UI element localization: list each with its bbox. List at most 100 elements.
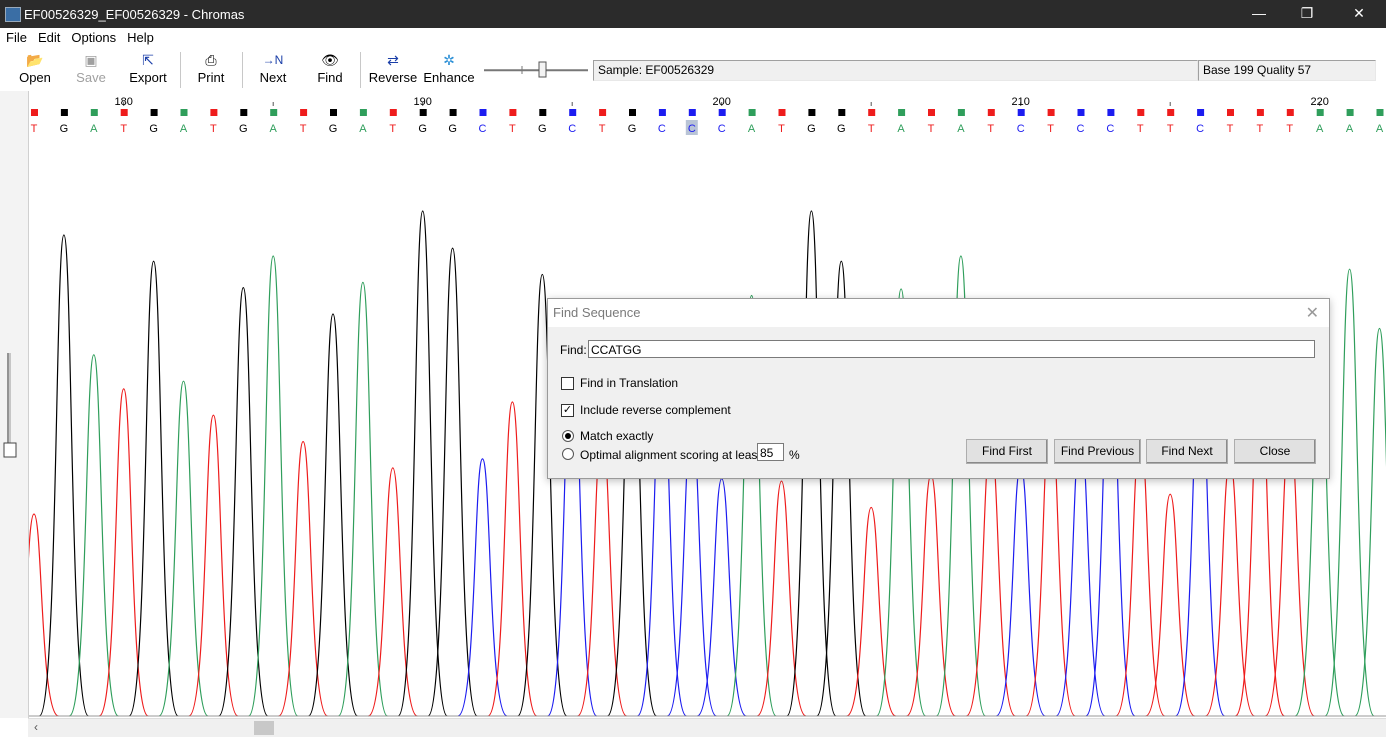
quality-square bbox=[419, 109, 427, 116]
base-call-letter[interactable]: C bbox=[1017, 123, 1025, 135]
base-call-letter[interactable]: C bbox=[688, 123, 696, 135]
find-in-translation-checkbox[interactable] bbox=[561, 377, 574, 390]
base-call-letter[interactable]: G bbox=[418, 123, 427, 135]
enhance-button[interactable]: ✲ Enhance bbox=[423, 52, 475, 85]
quality-square bbox=[60, 109, 68, 116]
base-call-letter[interactable]: C bbox=[1077, 123, 1085, 135]
base-call-letter[interactable]: G bbox=[538, 123, 547, 135]
reverse-button[interactable]: ⇄ Reverse bbox=[366, 50, 420, 90]
base-call-letter[interactable]: G bbox=[239, 123, 248, 135]
minimize-button[interactable]: — bbox=[1252, 5, 1266, 21]
base-call-letter[interactable]: G bbox=[329, 123, 338, 135]
restore-button[interactable]: ❐ bbox=[1300, 5, 1314, 21]
base-call-letter[interactable]: G bbox=[807, 123, 816, 135]
match-exactly-label[interactable]: Match exactly bbox=[580, 429, 654, 443]
trace-peak bbox=[756, 480, 807, 717]
menu-help[interactable]: Help bbox=[127, 30, 154, 45]
dialog-title: Find Sequence bbox=[553, 305, 641, 320]
toolbar-separator bbox=[360, 52, 361, 88]
base-call-letter[interactable]: T bbox=[1286, 123, 1293, 135]
base-call-letter[interactable]: A bbox=[90, 123, 98, 135]
base-call-letter[interactable]: C bbox=[658, 123, 666, 135]
base-call-letter[interactable]: T bbox=[868, 123, 875, 135]
optimal-alignment-label[interactable]: Optimal alignment scoring at least bbox=[580, 448, 761, 462]
base-call-letter[interactable]: T bbox=[1047, 123, 1054, 135]
quality-square bbox=[838, 109, 846, 116]
zoom-slider-thumb[interactable] bbox=[538, 61, 547, 78]
trace-peak bbox=[487, 401, 538, 717]
base-call-letter[interactable]: T bbox=[1227, 123, 1234, 135]
base-call-letter[interactable]: A bbox=[748, 123, 756, 135]
base-call-letter[interactable]: A bbox=[270, 123, 278, 135]
base-call-letter[interactable]: T bbox=[120, 123, 127, 135]
base-call-letter[interactable]: A bbox=[957, 123, 965, 135]
base-call-letter[interactable]: A bbox=[1346, 123, 1354, 135]
quality-square bbox=[569, 109, 577, 116]
base-call-letter[interactable]: G bbox=[60, 123, 69, 135]
base-call-letter[interactable]: G bbox=[448, 123, 457, 135]
find-sequence-dialog: Find Sequence ✕ Find: CCATGG Find in Tra… bbox=[547, 298, 1330, 479]
base-call-letter[interactable]: A bbox=[1376, 123, 1384, 135]
find-button[interactable]: 👁 Find bbox=[308, 50, 352, 90]
export-button[interactable]: ⇱ Export bbox=[122, 50, 174, 90]
base-call-letter[interactable]: G bbox=[628, 123, 637, 135]
save-button[interactable]: ▣ Save bbox=[70, 50, 112, 90]
base-call-letter[interactable]: G bbox=[837, 123, 846, 135]
base-call-letter[interactable]: T bbox=[300, 123, 307, 135]
printer-icon: ⎙ bbox=[205, 52, 217, 68]
menu-edit[interactable]: Edit bbox=[37, 30, 61, 45]
zoom-slider[interactable] bbox=[482, 58, 590, 82]
find-first-button[interactable]: Find First bbox=[966, 439, 1048, 464]
base-call-letter[interactable]: T bbox=[778, 123, 785, 135]
base-call-letter[interactable]: A bbox=[359, 123, 367, 135]
base-call-letter[interactable]: C bbox=[718, 123, 726, 135]
quality-square bbox=[1346, 109, 1354, 116]
menu-options[interactable]: Options bbox=[71, 30, 117, 45]
base-call-letter[interactable]: T bbox=[509, 123, 516, 135]
base-call-letter[interactable]: T bbox=[1137, 123, 1144, 135]
base-call-letter[interactable]: T bbox=[210, 123, 217, 135]
trace-peak bbox=[726, 294, 777, 717]
scrollbar-thumb[interactable] bbox=[254, 721, 274, 735]
dialog-close-icon[interactable]: ✕ bbox=[1305, 305, 1319, 322]
base-call-letter[interactable]: T bbox=[31, 123, 38, 135]
include-reverse-label[interactable]: Include reverse complement bbox=[580, 403, 731, 417]
menu-file[interactable]: File bbox=[6, 30, 27, 45]
close-dialog-button[interactable]: Close bbox=[1234, 439, 1316, 464]
base-call-letter[interactable]: C bbox=[568, 123, 576, 135]
horizontal-scrollbar[interactable]: ‹ bbox=[28, 718, 1386, 737]
close-window-button[interactable]: ✕ bbox=[1353, 5, 1365, 21]
base-call-letter[interactable]: A bbox=[180, 123, 188, 135]
include-reverse-checkbox[interactable]: ✓ bbox=[561, 404, 574, 417]
find-next-button[interactable]: Find Next bbox=[1146, 439, 1228, 464]
base-call-letter[interactable]: T bbox=[928, 123, 935, 135]
base-call-letter[interactable]: A bbox=[1316, 123, 1324, 135]
optimal-alignment-radio[interactable] bbox=[562, 448, 574, 460]
base-call-letter[interactable]: T bbox=[1257, 123, 1264, 135]
base-call-letter[interactable]: T bbox=[599, 123, 606, 135]
base-call-letter[interactable]: C bbox=[479, 123, 487, 135]
base-call-letter[interactable]: T bbox=[1167, 123, 1174, 135]
find-in-translation-label[interactable]: Find in Translation bbox=[580, 376, 679, 390]
next-button[interactable]: →N Next bbox=[250, 50, 296, 90]
find-previous-button[interactable]: Find Previous bbox=[1054, 439, 1141, 464]
trace-peak bbox=[517, 273, 568, 717]
scroll-left-icon[interactable]: ‹ bbox=[34, 720, 38, 734]
base-call-letter[interactable]: G bbox=[149, 123, 158, 135]
base-call-letter[interactable]: A bbox=[897, 123, 905, 135]
vertical-scale-ruler[interactable] bbox=[0, 91, 29, 718]
match-exactly-radio[interactable] bbox=[562, 430, 574, 442]
find-input[interactable]: CCATGG bbox=[588, 340, 1315, 358]
print-button[interactable]: ⎙ Print bbox=[188, 50, 234, 90]
base-call-letter[interactable]: C bbox=[1106, 123, 1114, 135]
binoculars-icon: 👁 bbox=[321, 52, 339, 68]
vertical-scale-thumb[interactable] bbox=[3, 442, 17, 458]
base-call-letter[interactable]: C bbox=[1196, 123, 1204, 135]
percent-input[interactable]: 85 bbox=[757, 443, 784, 461]
open-button[interactable]: 📂 Open bbox=[12, 50, 58, 90]
base-call-letter[interactable]: T bbox=[987, 123, 994, 135]
quality-square bbox=[270, 109, 278, 116]
base-call-letter[interactable]: T bbox=[389, 123, 396, 135]
trace-peak bbox=[457, 458, 508, 717]
